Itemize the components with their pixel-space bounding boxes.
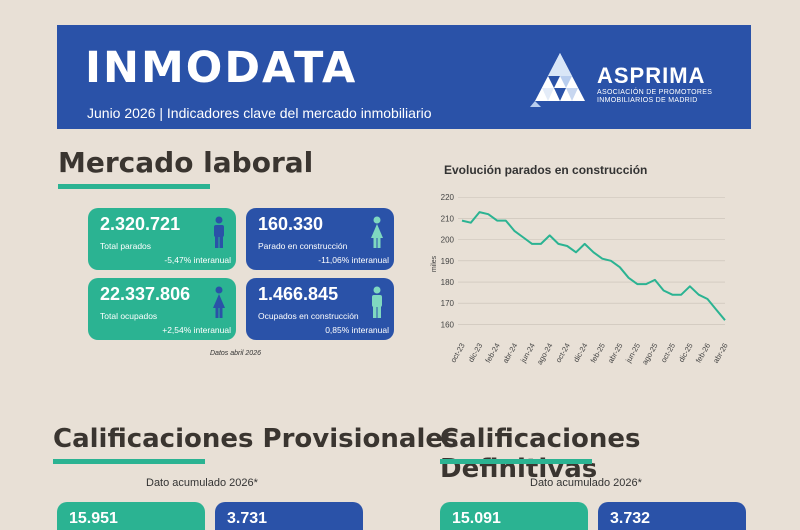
y-axis-label: miles — [431, 255, 438, 272]
y-tick-label: 170 — [441, 299, 455, 308]
card-label: Total ocupados — [100, 311, 158, 321]
definitivas-card-total: 15.091 — [440, 502, 588, 530]
provisionales-underline — [53, 459, 205, 464]
logo-subtitle-line2: INMOBILIARIOS DE MADRID — [597, 97, 698, 104]
total-ocupados-card: 22.337.806 Total ocupados +2,54% interan… — [88, 278, 236, 340]
asprima-logo-icon — [530, 53, 585, 107]
definitivas-dato-acumulado: Dato acumulado 2026* — [530, 477, 642, 489]
series-line — [461, 211, 726, 321]
x-tick-label: ago-24 — [535, 342, 554, 367]
provisionales-card-construccion: 3.731 — [215, 502, 363, 530]
mercado-laboral-underline — [58, 184, 210, 189]
data-date-note: Datos abril 2026 — [210, 350, 261, 357]
card-change: +2,54% interanual — [162, 325, 231, 335]
ocupados-construccion-card: 1.466.845 Ocupados en construcción 0,85%… — [246, 278, 394, 340]
header-banner: INMODATA Junio 2026 | Indicadores clave … — [57, 25, 751, 129]
asprima-logo: ASPRIMA ASOCIACIÓN DE PROMOTORES INMOBIL… — [529, 47, 739, 107]
card-value: 22.337.806 — [100, 284, 191, 304]
card-change: 0,85% interanual — [325, 325, 389, 335]
x-tick-label: abr-24 — [501, 342, 520, 365]
card-value: 160.330 — [258, 214, 324, 234]
provisionales-card-total: 15.951 — [57, 502, 205, 530]
card-change: -5,47% interanual — [164, 255, 231, 265]
definitivas-title: Calificaciones Definitivas — [440, 424, 641, 484]
card-value: 15.951 — [69, 510, 118, 527]
card-change: -11,06% interanual — [318, 255, 389, 265]
x-tick-label: oct-24 — [554, 342, 572, 365]
male-person-icon — [214, 216, 224, 248]
card-value: 15.091 — [452, 510, 501, 527]
definitivas-underline — [440, 459, 592, 464]
y-tick-label: 210 — [441, 214, 455, 223]
x-tick-label: feb-25 — [589, 342, 607, 365]
card-label: Ocupados en construcción — [258, 311, 359, 321]
header-subtitle: Junio 2026 | Indicadores clave del merca… — [87, 105, 432, 121]
x-tick-label: oct-23 — [449, 342, 467, 365]
x-tick-label: dic-23 — [466, 342, 484, 364]
card-value: 3.731 — [227, 510, 268, 527]
parado-construccion-card: 160.330 Parado en construcción -11,06% i… — [246, 208, 394, 270]
female-person-icon — [213, 286, 225, 318]
card-value: 3.732 — [610, 510, 651, 527]
x-tick-label: ago-25 — [640, 342, 659, 367]
card-value: 2.320.721 — [100, 214, 181, 234]
card-label: Parado en construcción — [258, 241, 348, 251]
logo-subtitle-line1: ASOCIACIÓN DE PROMOTORES — [597, 89, 713, 96]
female-person-icon — [371, 216, 383, 248]
y-tick-label: 220 — [441, 193, 455, 202]
definitivas-card-construccion: 3.732 — [598, 502, 746, 530]
y-tick-label: 200 — [441, 236, 455, 245]
chart-title: Evolución parados en construcción — [444, 163, 648, 177]
mercado-laboral-title: Mercado laboral — [58, 146, 314, 179]
provisionales-title: Calificaciones Provisionales — [53, 424, 459, 454]
x-tick-label: abr-26 — [711, 342, 730, 365]
card-label: Total parados — [100, 241, 152, 251]
app-title: INMODATA — [85, 43, 358, 93]
logo-name: ASPRIMA — [597, 63, 706, 88]
provisionales-dato-acumulado: Dato acumulado 2026* — [146, 477, 258, 489]
x-tick-label: oct-25 — [659, 342, 677, 365]
x-tick-label: abr-25 — [606, 342, 625, 365]
y-tick-label: 180 — [441, 278, 455, 287]
y-tick-label: 190 — [441, 257, 455, 266]
x-tick-label: dic-25 — [677, 342, 695, 364]
card-value: 1.466.845 — [258, 284, 339, 304]
y-tick-label: 160 — [441, 320, 455, 329]
x-tick-label: dic-24 — [571, 342, 589, 364]
total-parados-card: 2.320.721 Total parados -5,47% interanua… — [88, 208, 236, 270]
x-tick-label: feb-26 — [694, 342, 712, 365]
x-tick-label: feb-24 — [483, 342, 501, 365]
male-person-icon — [372, 286, 382, 318]
